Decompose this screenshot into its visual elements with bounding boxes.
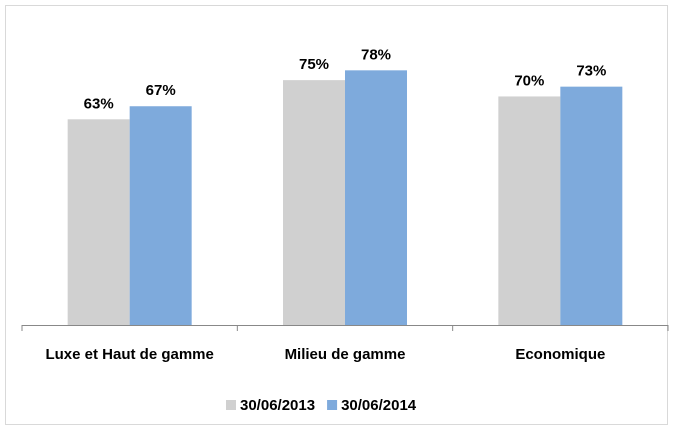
legend-label: 30/06/2014 — [341, 397, 417, 414]
legend-swatch — [327, 400, 338, 410]
bar — [67, 119, 130, 326]
data-label: 75% — [299, 56, 329, 73]
data-label: 70% — [514, 72, 544, 89]
chart-frame — [5, 5, 668, 425]
x-tick-label: Economique — [515, 346, 605, 363]
legend-swatch — [226, 400, 236, 410]
bar — [129, 106, 192, 326]
data-label: 73% — [576, 63, 606, 80]
legend-label: 30/06/2013 — [240, 397, 315, 414]
bar — [283, 80, 345, 325]
data-label: 78% — [361, 46, 391, 63]
bar — [345, 70, 407, 325]
bar — [560, 86, 623, 325]
x-tick-label: Milieu de gamme — [285, 346, 406, 363]
data-label: 67% — [146, 82, 176, 99]
data-label: 63% — [84, 95, 114, 112]
x-tick-label: Luxe et Haut de gamme — [45, 346, 213, 363]
bar — [498, 96, 561, 325]
